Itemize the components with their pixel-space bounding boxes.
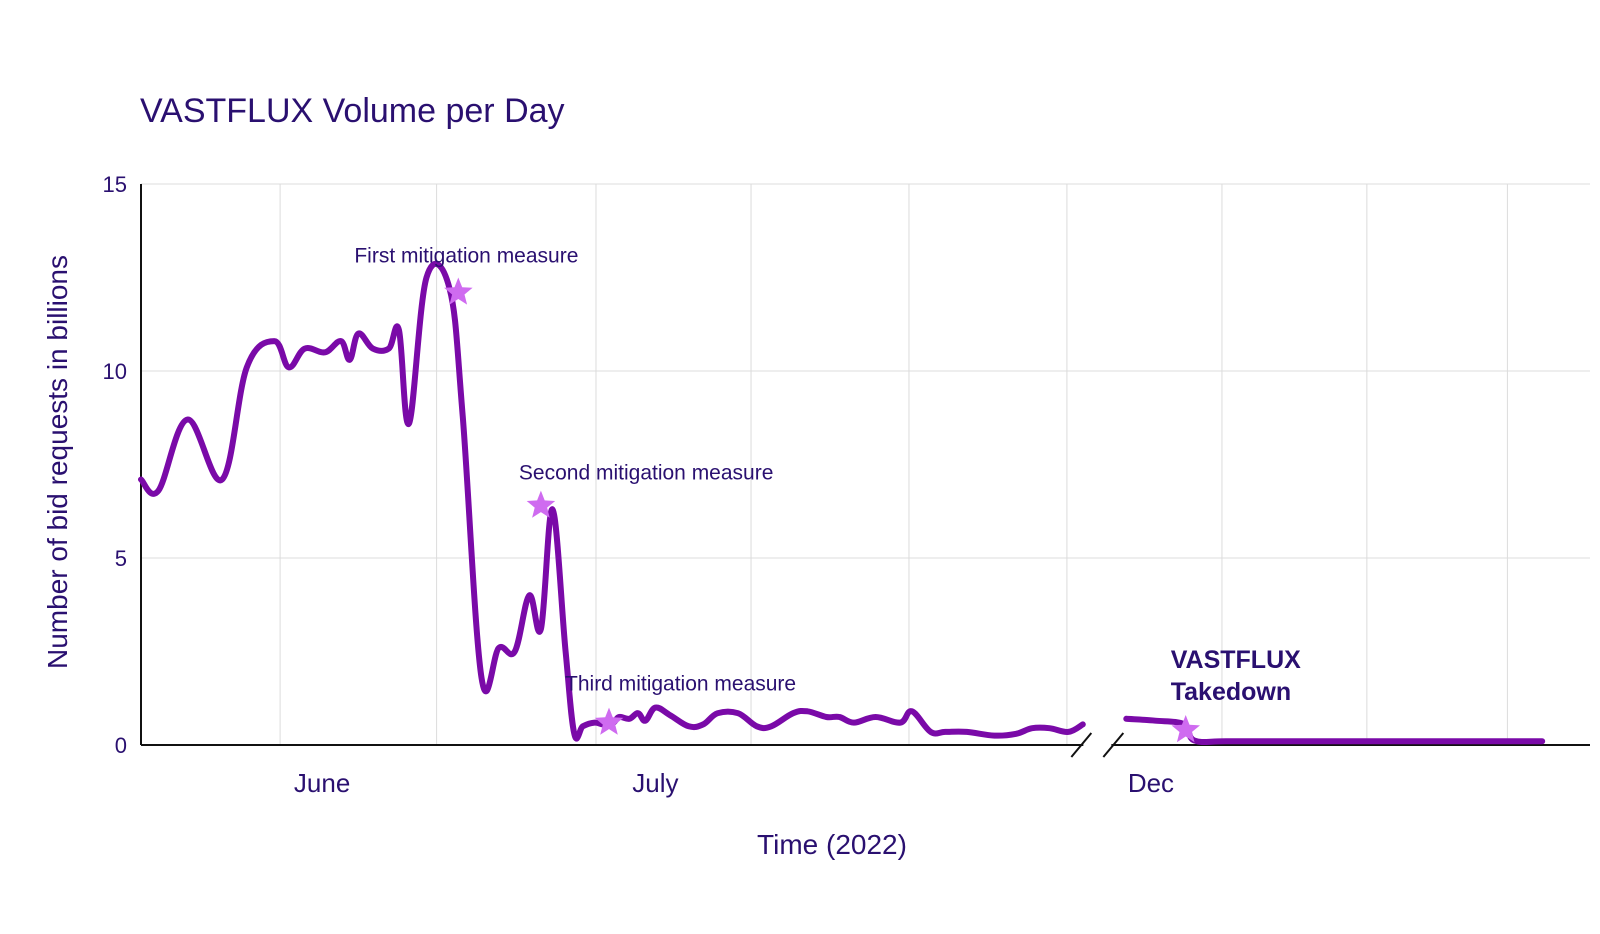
x-label-june: June [294,768,350,798]
series-line-0 [138,261,1086,742]
x-labels: June July Dec [294,768,1174,798]
series-line-1 [1123,715,1546,746]
y-axis-label: Number of bid requests in billions [42,255,73,669]
annotation-takedown-line2: Takedown [1171,678,1291,706]
series-lines [138,261,1546,746]
chart-title: VASTFLUX Volume per Day [140,92,565,130]
y-tick-label-0: 0 [115,733,127,758]
annotation-2: Second mitigation measure [519,462,773,485]
x-label-july: July [632,768,678,798]
annotation-1: First mitigation measure [354,244,578,267]
star-marker-3 [1171,715,1200,743]
x-label-dec: Dec [1128,768,1174,798]
markers [444,277,1200,743]
y-tick-label-5: 5 [115,546,127,571]
axes [140,184,1590,758]
y-tick-label-15: 15 [103,172,127,197]
axis-break-mark-left [1070,732,1093,758]
y-tick-label-10: 10 [103,359,127,384]
gridlines [141,183,1590,745]
annotations: First mitigation measure Second mitigatio… [354,244,1301,706]
star-marker-1 [526,490,556,518]
axis-break-mark-right [1102,732,1125,758]
star-marker-0 [444,277,473,305]
star-marker-2 [594,707,624,735]
y-ticks: 0 5 10 15 [103,172,127,758]
annotation-takedown-line1: VASTFLUX [1171,646,1301,674]
x-axis-label: Time (2022) [757,829,907,860]
annotation-3: Third mitigation measure [565,673,796,696]
